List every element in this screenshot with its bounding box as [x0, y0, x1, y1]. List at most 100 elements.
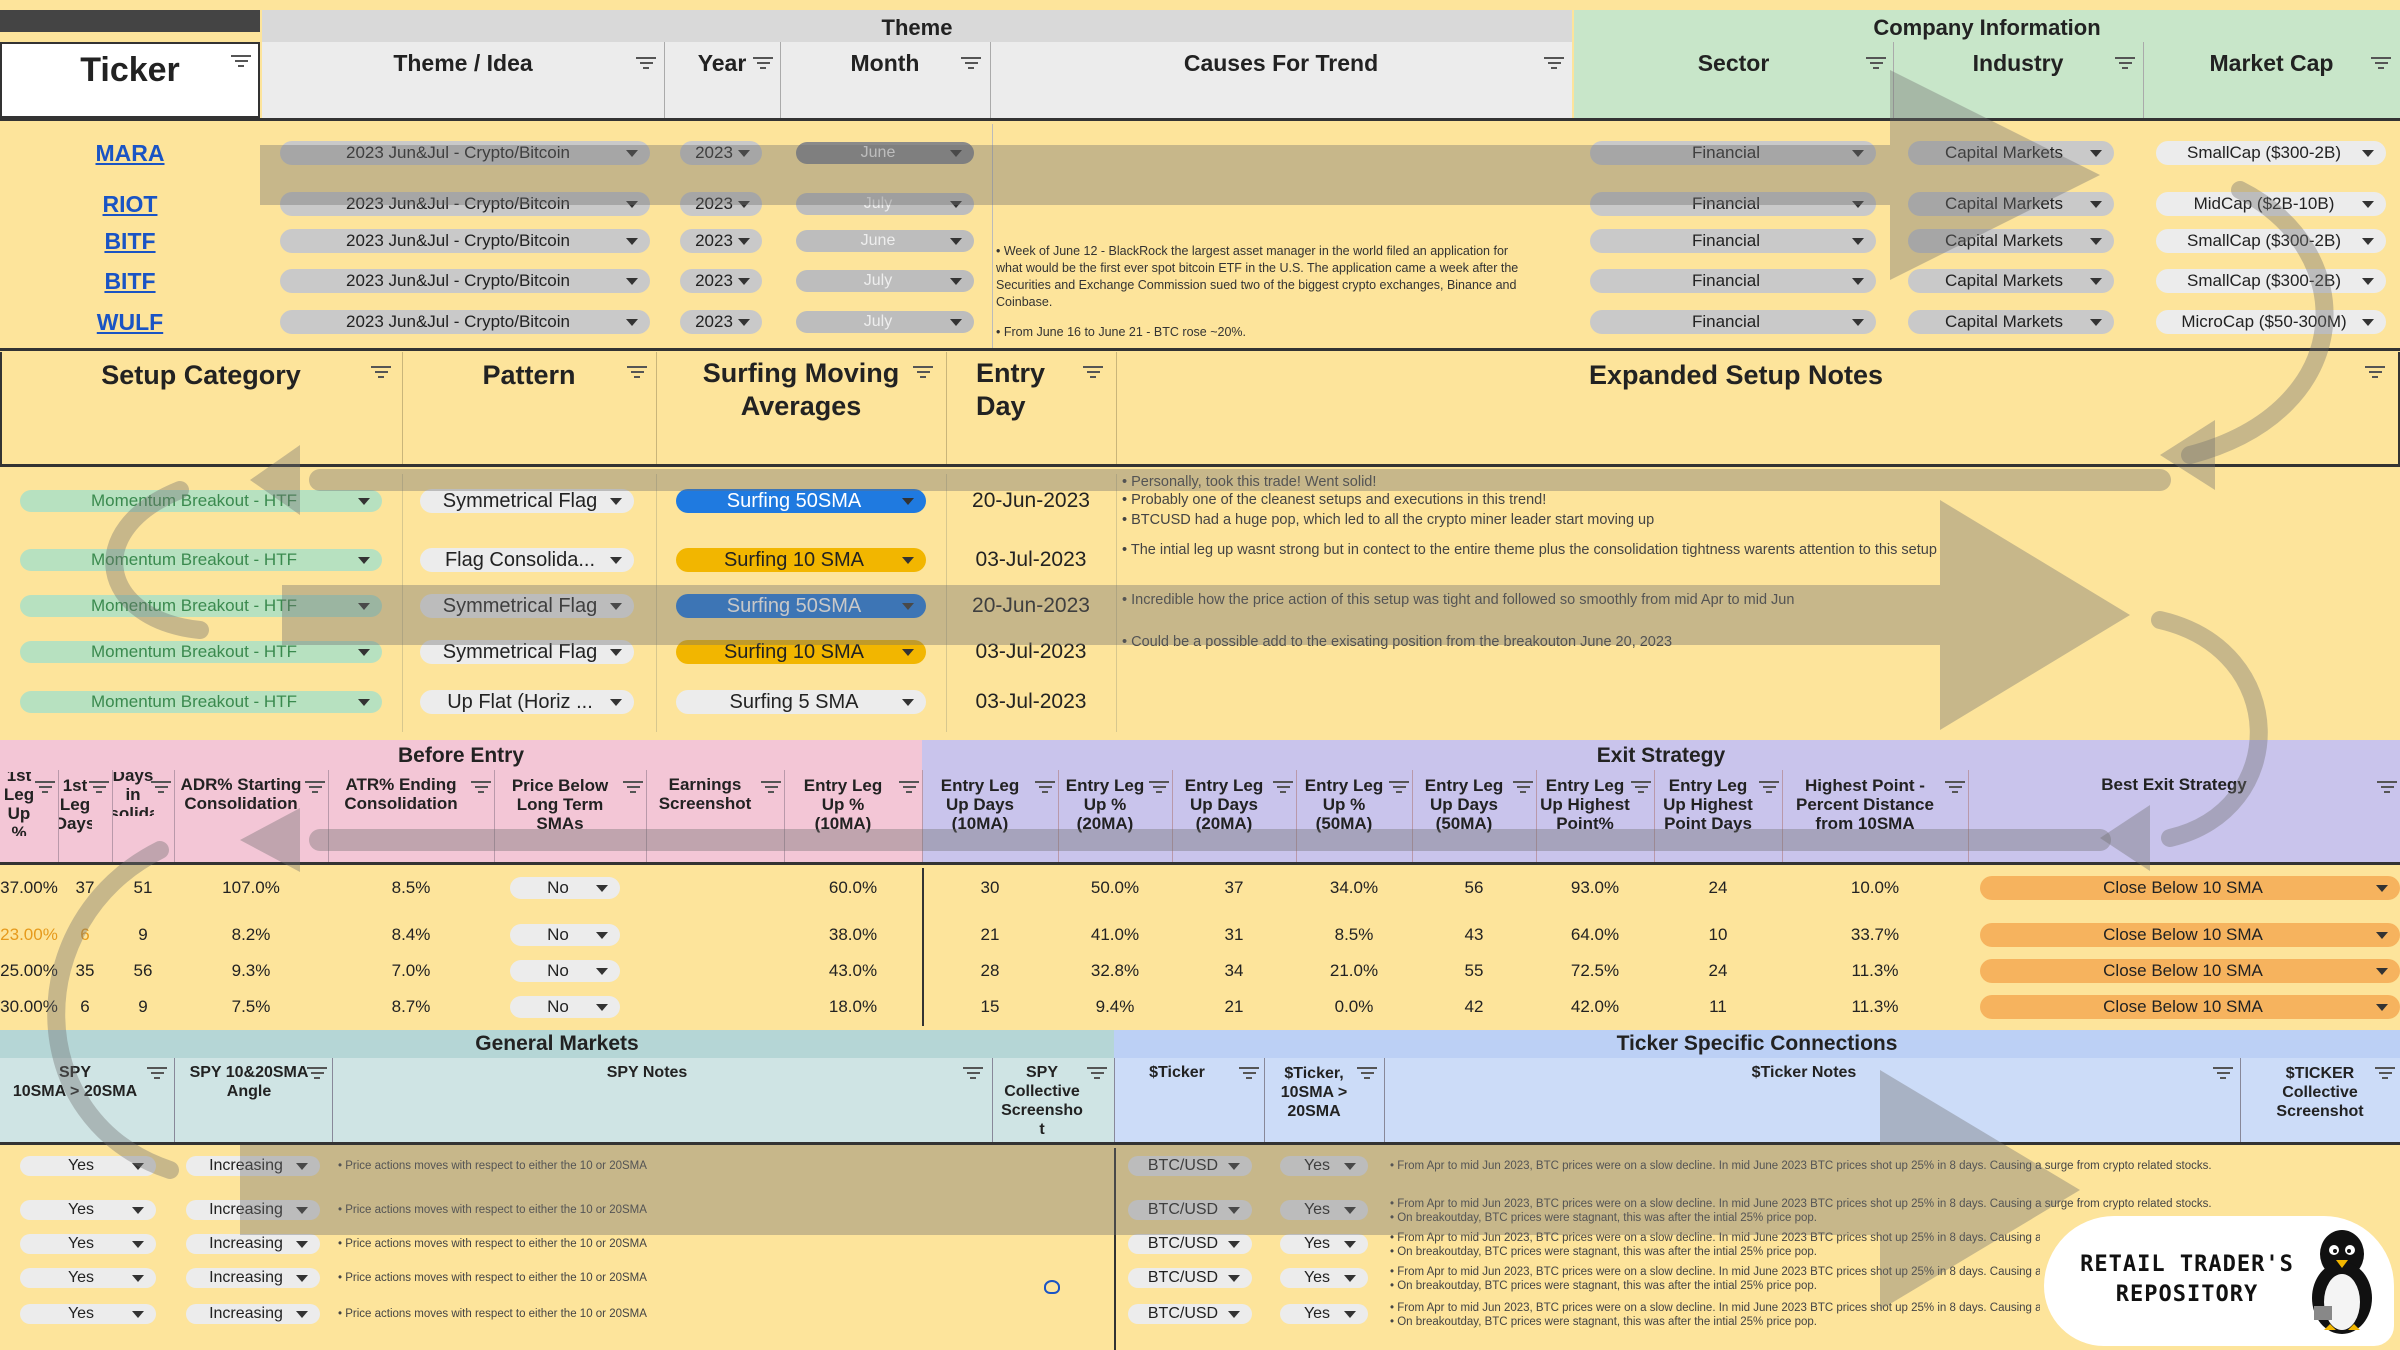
month-dropdown[interactable]: July — [796, 270, 974, 292]
price-below-dropdown[interactable]: No — [510, 877, 620, 899]
spy-angle-dropdown[interactable]: Increasing — [186, 1156, 320, 1176]
marketcap-dropdown[interactable]: SmallCap ($300-2B) — [2156, 141, 2386, 165]
spy-sma-dropdown[interactable]: Yes — [20, 1200, 156, 1220]
ticker-symbol-dropdown[interactable]: BTC/USD — [1128, 1234, 1252, 1254]
ticker-sma-dropdown[interactable]: Yes — [1280, 1200, 1368, 1220]
filter-icon[interactable] — [306, 1066, 328, 1080]
setup-category-dropdown[interactable]: Momentum Breakout - HTF — [20, 691, 382, 713]
filter-icon[interactable] — [1512, 780, 1534, 794]
filter-icon[interactable] — [470, 780, 492, 794]
filter-icon[interactable] — [1148, 780, 1170, 794]
filter-icon[interactable] — [1086, 1066, 1108, 1080]
pattern-dropdown[interactable]: Up Flat (Horiz ... — [420, 690, 634, 714]
ticker-sma-dropdown[interactable]: Yes — [1280, 1156, 1368, 1176]
filter-icon[interactable] — [960, 56, 982, 70]
marketcap-dropdown[interactable]: SmallCap ($300-2B) — [2156, 229, 2386, 253]
filter-icon[interactable] — [2374, 1066, 2396, 1080]
price-below-dropdown[interactable]: No — [510, 960, 620, 982]
filter-icon[interactable] — [304, 780, 326, 794]
spy-sma-dropdown[interactable]: Yes — [20, 1234, 156, 1254]
surfing-dropdown[interactable]: Surfing 10 SMA — [676, 640, 926, 664]
ticker-sma-dropdown[interactable]: Yes — [1280, 1304, 1368, 1324]
filter-icon[interactable] — [2370, 56, 2392, 70]
filter-icon[interactable] — [370, 365, 392, 379]
filter-icon[interactable] — [1865, 56, 1887, 70]
ticker-symbol-dropdown[interactable]: BTC/USD — [1128, 1200, 1252, 1220]
year-dropdown[interactable]: 2023 — [680, 269, 762, 293]
ticker-symbol-dropdown[interactable]: BTC/USD — [1128, 1268, 1252, 1288]
best-exit-dropdown[interactable]: Close Below 10 SMA — [1980, 876, 2400, 900]
ticker-sma-dropdown[interactable]: Yes — [1280, 1234, 1368, 1254]
screenshot-icon[interactable] — [1044, 1280, 1060, 1294]
filter-icon[interactable] — [760, 780, 782, 794]
surfing-dropdown[interactable]: Surfing 5 SMA — [676, 690, 926, 714]
filter-icon[interactable] — [1082, 365, 1104, 379]
filter-icon[interactable] — [150, 780, 172, 794]
filter-icon[interactable] — [1356, 1066, 1378, 1080]
surfing-dropdown[interactable]: Surfing 10 SMA — [676, 548, 926, 572]
filter-icon[interactable] — [1238, 1066, 1260, 1080]
sector-dropdown[interactable]: Financial — [1590, 192, 1876, 216]
month-dropdown[interactable]: July — [796, 311, 974, 333]
industry-dropdown[interactable]: Capital Markets — [1908, 192, 2114, 216]
pattern-dropdown[interactable]: Symmetrical Flag — [420, 594, 634, 618]
filter-icon[interactable] — [2212, 1066, 2234, 1080]
sector-dropdown[interactable]: Financial — [1590, 310, 1876, 334]
surfing-dropdown[interactable]: Surfing 50SMA — [676, 594, 926, 618]
month-dropdown[interactable]: June — [796, 230, 974, 252]
price-below-dropdown[interactable]: No — [510, 924, 620, 946]
setup-category-dropdown[interactable]: Momentum Breakout - HTF — [20, 549, 382, 571]
pattern-dropdown[interactable]: Symmetrical Flag — [420, 640, 634, 664]
spy-angle-dropdown[interactable]: Increasing — [186, 1200, 320, 1220]
filter-icon[interactable] — [1272, 780, 1294, 794]
filter-icon[interactable] — [1034, 780, 1056, 794]
filter-icon[interactable] — [2364, 365, 2386, 379]
filter-icon[interactable] — [622, 780, 644, 794]
month-dropdown[interactable]: June — [796, 142, 974, 164]
year-dropdown[interactable]: 2023 — [680, 229, 762, 253]
filter-icon[interactable] — [752, 56, 774, 70]
spy-angle-dropdown[interactable]: Increasing — [186, 1268, 320, 1288]
filter-icon[interactable] — [2376, 780, 2398, 794]
filter-icon[interactable] — [912, 365, 934, 379]
marketcap-dropdown[interactable]: MicroCap ($50-300M) — [2156, 310, 2386, 334]
filter-icon[interactable] — [88, 780, 110, 794]
ticker-link[interactable]: BITF — [104, 267, 156, 294]
industry-dropdown[interactable]: Capital Markets — [1908, 141, 2114, 165]
marketcap-dropdown[interactable]: MidCap ($2B-10B) — [2156, 192, 2386, 216]
year-dropdown[interactable]: 2023 — [680, 141, 762, 165]
best-exit-dropdown[interactable]: Close Below 10 SMA — [1980, 923, 2400, 947]
spy-angle-dropdown[interactable]: Increasing — [186, 1234, 320, 1254]
best-exit-dropdown[interactable]: Close Below 10 SMA — [1980, 959, 2400, 983]
filter-icon[interactable] — [230, 54, 252, 68]
setup-category-dropdown[interactable]: Momentum Breakout - HTF — [20, 490, 382, 512]
surfing-dropdown[interactable]: Surfing 50SMA — [676, 489, 926, 513]
marketcap-dropdown[interactable]: SmallCap ($300-2B) — [2156, 269, 2386, 293]
ticker-symbol-dropdown[interactable]: BTC/USD — [1128, 1304, 1252, 1324]
theme-dropdown[interactable]: 2023 Jun&Jul - Crypto/Bitcoin — [280, 141, 650, 165]
month-dropdown[interactable]: July — [796, 193, 974, 215]
filter-icon[interactable] — [1543, 56, 1565, 70]
ticker-sma-dropdown[interactable]: Yes — [1280, 1268, 1368, 1288]
year-dropdown[interactable]: 2023 — [680, 310, 762, 334]
filter-icon[interactable] — [635, 56, 657, 70]
year-dropdown[interactable]: 2023 — [680, 192, 762, 216]
filter-icon[interactable] — [1758, 780, 1780, 794]
price-below-dropdown[interactable]: No — [510, 996, 620, 1018]
pattern-dropdown[interactable]: Symmetrical Flag — [420, 489, 634, 513]
spy-sma-dropdown[interactable]: Yes — [20, 1268, 156, 1288]
ticker-link[interactable]: RIOT — [102, 190, 158, 217]
filter-icon[interactable] — [146, 1066, 168, 1080]
theme-dropdown[interactable]: 2023 Jun&Jul - Crypto/Bitcoin — [280, 192, 650, 216]
industry-dropdown[interactable]: Capital Markets — [1908, 229, 2114, 253]
spy-angle-dropdown[interactable]: Increasing — [186, 1304, 320, 1324]
ticker-symbol-dropdown[interactable]: BTC/USD — [1128, 1156, 1252, 1176]
filter-icon[interactable] — [1388, 780, 1410, 794]
pattern-dropdown[interactable]: Flag Consolida... — [420, 548, 634, 572]
spy-sma-dropdown[interactable]: Yes — [20, 1304, 156, 1324]
filter-icon[interactable] — [34, 780, 56, 794]
ticker-link[interactable]: MARA — [95, 139, 165, 166]
theme-dropdown[interactable]: 2023 Jun&Jul - Crypto/Bitcoin — [280, 229, 650, 253]
filter-icon[interactable] — [626, 365, 648, 379]
setup-category-dropdown[interactable]: Momentum Breakout - HTF — [20, 595, 382, 617]
